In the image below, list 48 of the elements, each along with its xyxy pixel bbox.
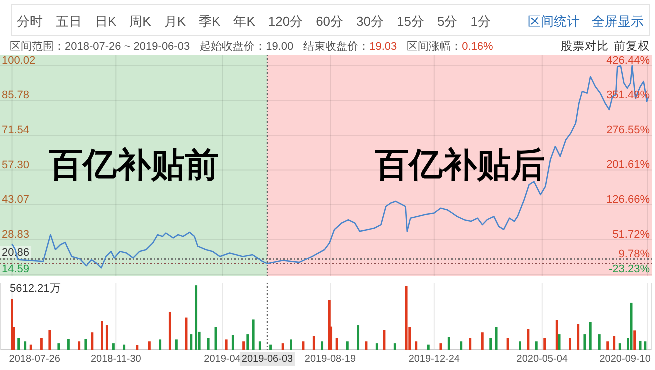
band-label: 百亿补贴后 xyxy=(374,146,545,185)
text: 120分 xyxy=(268,14,304,29)
text: 年K xyxy=(234,14,256,29)
text: 周K xyxy=(130,14,152,29)
text: 起始收盘价：19.00 xyxy=(200,41,294,53)
text: 结束收盘价： xyxy=(304,40,370,53)
y2-tick-label: 9.78% xyxy=(618,248,650,260)
text: 全屏显示 xyxy=(592,14,644,29)
x-tick-label: 2019-04 xyxy=(204,354,242,365)
x-tick-label: 2018-11-30 xyxy=(90,354,142,365)
y-tick-label: 14.59 xyxy=(2,264,30,276)
text: 5分 xyxy=(437,14,458,29)
text: 1分 xyxy=(470,14,491,29)
text: 日K xyxy=(95,14,117,29)
text: 区间涨幅： xyxy=(407,41,462,53)
text: 30分 xyxy=(356,14,384,29)
text: 五日 xyxy=(56,14,82,29)
text: 60分 xyxy=(316,14,344,29)
y2-tick-label: -23.23% xyxy=(609,264,650,276)
text: 区间统计 xyxy=(528,14,580,29)
y-tick-label: 28.83 xyxy=(2,228,30,241)
x-tick-label: 2020-09-10 xyxy=(600,354,652,365)
x-tick-label: 2019-12-24 xyxy=(408,354,460,365)
text: 15分 xyxy=(397,14,424,29)
y2-tick-label: 426.44% xyxy=(606,54,650,67)
text: 区间范围：2018-07-26 ~ 2019-06-03 xyxy=(10,40,190,53)
y2-tick-label: 126.66% xyxy=(606,194,650,206)
ref-line-label: 2019-06-03 xyxy=(242,354,294,365)
text: 19.03 xyxy=(370,41,398,53)
text: 分时 xyxy=(17,14,43,29)
text: 0.16% xyxy=(462,41,494,53)
band-label: 百亿补贴前 xyxy=(48,146,219,185)
y-tick-label: 100.02 xyxy=(2,54,36,67)
text: 前复权 xyxy=(614,40,650,53)
y-tick-label: 43.07 xyxy=(2,194,30,206)
x-tick-label: 2018-07-26 xyxy=(9,354,61,365)
y-tick-label: 85.78 xyxy=(2,90,30,102)
x-tick-label: 2020-05-04 xyxy=(516,354,568,365)
text: 月K xyxy=(164,14,186,29)
y2-tick-label: 276.55% xyxy=(606,124,650,136)
y2-tick-label: 201.61% xyxy=(606,159,650,172)
x-tick-label: 2019-08-19 xyxy=(304,354,357,365)
y-tick-label: 57.30 xyxy=(2,159,30,172)
annotation: 5612.21万 xyxy=(10,283,61,295)
y-tick-label: 71.54 xyxy=(2,124,30,136)
text: 季K xyxy=(199,14,222,29)
y2-tick-label: 51.72% xyxy=(612,228,650,241)
text: 股票对比 xyxy=(561,40,609,53)
